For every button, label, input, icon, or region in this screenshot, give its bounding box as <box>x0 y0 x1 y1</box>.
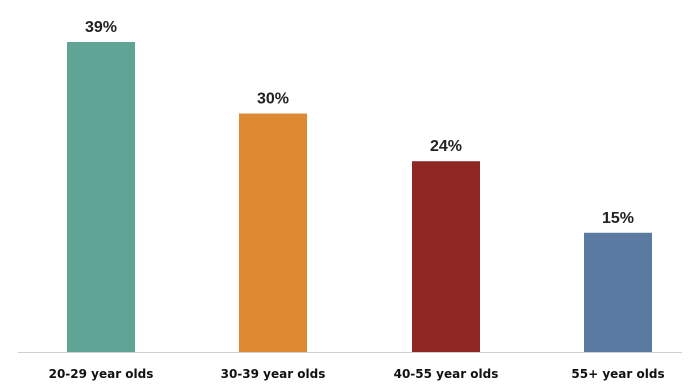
data-label-3: 24% <box>430 138 462 155</box>
data-label-4: 15% <box>602 210 634 227</box>
bar-3 <box>412 161 480 352</box>
bar-1 <box>67 42 135 352</box>
bar-4 <box>584 232 652 352</box>
data-label-2: 30% <box>257 91 289 108</box>
bar-2 <box>239 113 307 353</box>
x-tick-label-3: 40-55 year olds <box>394 367 499 381</box>
data-label-1: 39% <box>85 19 117 36</box>
x-tick-label-2: 30-39 year olds <box>221 367 326 381</box>
x-tick-label-4: 55+ year olds <box>571 367 664 381</box>
x-tick-label-1: 20-29 year olds <box>49 367 154 381</box>
